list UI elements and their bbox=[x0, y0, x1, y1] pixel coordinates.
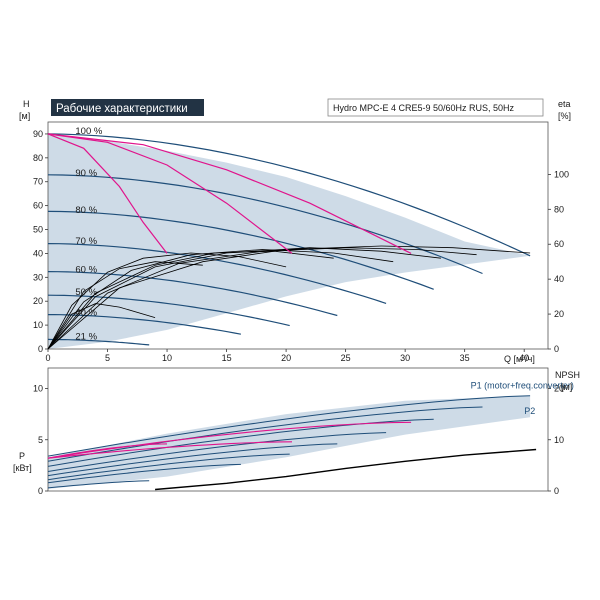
power-plot-frame bbox=[47, 367, 549, 492]
y2-tick-label: 100 bbox=[554, 169, 569, 179]
qh-curve bbox=[47, 133, 531, 257]
y-tick-label: 0 bbox=[38, 344, 43, 354]
x-tick-label: 15 bbox=[222, 353, 232, 363]
x-tick-label: 0 bbox=[45, 353, 50, 363]
speed-label: 60 % bbox=[75, 265, 97, 276]
speed-label: 21 % bbox=[75, 331, 97, 342]
head-panel: 0 10 20 30 40 50 60 70 80 90 0 5 10 15 20 25 30 35 40 0 20 40… bbox=[19, 99, 571, 364]
y-axis-label: H bbox=[23, 99, 30, 109]
p-tick-label: 5 bbox=[38, 435, 43, 445]
power-curve bbox=[47, 432, 387, 472]
efficiency-curve bbox=[47, 249, 394, 350]
speed-label: 100 % bbox=[75, 126, 102, 137]
qh-curve bbox=[47, 210, 434, 290]
system-curve bbox=[47, 133, 168, 254]
head-plot-frame bbox=[47, 121, 549, 350]
x-tick-label: 30 bbox=[400, 353, 410, 363]
x-tick-label: 35 bbox=[460, 353, 470, 363]
pump-label: Hydro MPC-E 4 CRE5-9 50/60Hz RUS, 50Hz bbox=[333, 103, 515, 113]
y-tick-label: 90 bbox=[33, 129, 43, 139]
y-tick-label: 40 bbox=[33, 248, 43, 258]
x-tick-label: 20 bbox=[281, 353, 291, 363]
x-tick-label: 25 bbox=[341, 353, 351, 363]
title-box: Рабочие характеристики bbox=[51, 99, 204, 116]
npsh-tick-label: 10 bbox=[554, 435, 564, 445]
chart-title: Рабочие характеристики bbox=[56, 103, 188, 115]
y-tick-label: 60 bbox=[33, 201, 43, 211]
power-curve bbox=[47, 463, 241, 484]
y-tick-label: 30 bbox=[33, 272, 43, 282]
power-curve bbox=[47, 480, 150, 489]
y-tick-label: 70 bbox=[33, 177, 43, 187]
y-axis-unit: [м] bbox=[19, 111, 30, 121]
qh-curve bbox=[47, 294, 290, 327]
npsh-curve bbox=[155, 448, 537, 491]
y2-tick-label: 20 bbox=[554, 309, 564, 319]
qh-curve bbox=[47, 174, 483, 275]
y-tick-label: 80 bbox=[33, 153, 43, 163]
speed-label: 70 % bbox=[75, 236, 97, 247]
power-curve bbox=[47, 453, 290, 481]
x-axis-label: Q [м³/ч] bbox=[504, 354, 535, 364]
pump-label-box: Hydro MPC-E 4 CRE5-9 50/60Hz RUS, 50Hz bbox=[327, 98, 544, 117]
npsh-axis-unit: [м] bbox=[561, 382, 572, 392]
power-curve bbox=[47, 406, 483, 462]
p-axis-unit: [кВт] bbox=[13, 463, 32, 473]
qh-curve bbox=[47, 338, 150, 346]
power-curve bbox=[47, 395, 531, 457]
p-tick-label: 0 bbox=[38, 486, 43, 496]
system-curve bbox=[47, 133, 412, 254]
p-axis-label: P bbox=[19, 451, 25, 461]
title-background bbox=[51, 99, 204, 116]
x-tick-label: 5 bbox=[105, 353, 110, 363]
speed-label: 90 % bbox=[75, 168, 97, 179]
speed-label: 50 % bbox=[75, 287, 97, 298]
npsh-axis-label: NPSH bbox=[555, 370, 580, 380]
speed-label: 40 % bbox=[75, 308, 97, 319]
series-label: P2 bbox=[524, 406, 535, 416]
y-tick-label: 50 bbox=[33, 225, 43, 235]
system-curve bbox=[47, 133, 293, 254]
system-power-curve bbox=[47, 421, 412, 459]
system-power-curve bbox=[47, 443, 168, 459]
pump-label-frame bbox=[327, 98, 544, 117]
p-tick-label: 10 bbox=[33, 384, 43, 394]
x-tick-label: 40 bbox=[519, 353, 529, 363]
operating-envelope bbox=[48, 133, 531, 349]
efficiency-curve bbox=[47, 303, 156, 350]
y2-axis-label: eta bbox=[558, 99, 571, 109]
qh-curve bbox=[47, 271, 338, 317]
y2-tick-label: 0 bbox=[554, 344, 559, 354]
y-tick-label: 20 bbox=[33, 296, 43, 306]
qh-curve bbox=[47, 243, 387, 304]
efficiency-curve bbox=[47, 261, 203, 350]
y2-tick-label: 60 bbox=[554, 239, 564, 249]
x-tick-label: 10 bbox=[162, 353, 172, 363]
npsh-tick-label: 20 bbox=[554, 384, 564, 394]
speed-label: 80 % bbox=[75, 205, 97, 216]
qh-curve bbox=[48, 314, 242, 335]
efficiency-curve bbox=[47, 250, 334, 350]
npsh-tick-label: 0 bbox=[554, 486, 559, 496]
series-label: P1 (motor+freq.converter) bbox=[471, 381, 574, 391]
y2-tick-label: 40 bbox=[554, 274, 564, 284]
power-curve bbox=[47, 443, 338, 477]
system-power-curve bbox=[47, 441, 293, 459]
y2-tick-label: 80 bbox=[554, 204, 564, 214]
y2-axis-unit: [%] bbox=[558, 111, 571, 121]
y-tick-label: 10 bbox=[33, 320, 43, 330]
